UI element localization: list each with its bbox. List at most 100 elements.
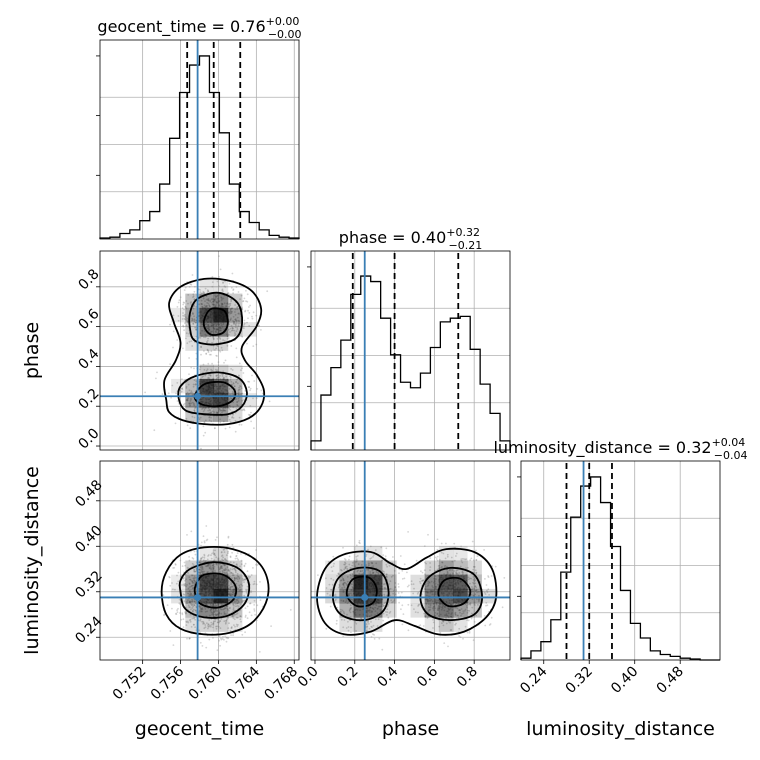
sample-point (471, 606, 474, 609)
sample-point (217, 618, 220, 621)
sample-point (225, 571, 228, 574)
sample-point (182, 325, 185, 328)
sample-point (217, 621, 219, 623)
sample-point (456, 569, 459, 571)
sample-point (193, 600, 196, 603)
sample-point (194, 321, 197, 324)
sample-point (205, 539, 208, 542)
density-cell (410, 574, 425, 590)
sample-point (192, 293, 195, 296)
sample-point (392, 589, 395, 592)
sample-point (229, 304, 232, 307)
sample-point (219, 571, 221, 573)
sample-point (194, 580, 196, 582)
sample-point (167, 392, 170, 395)
sample-point (343, 619, 346, 621)
sample-point (230, 368, 233, 370)
sample-point (175, 612, 177, 615)
sample-point (216, 345, 219, 347)
sample-point (237, 388, 240, 391)
sample-point (238, 374, 240, 377)
sample-point (227, 599, 230, 602)
sample-point (458, 635, 460, 637)
sample-point (218, 255, 220, 257)
sample-point (198, 303, 201, 306)
sample-point (434, 607, 436, 610)
sample-point (229, 375, 231, 378)
sample-point (243, 322, 246, 325)
sample-point (443, 642, 446, 644)
sample-point (468, 631, 471, 634)
sample-point (232, 321, 235, 324)
sample-point (344, 566, 347, 568)
sample-point (161, 393, 164, 395)
sample-point (193, 298, 196, 301)
density-cell (213, 546, 229, 561)
sample-point (343, 612, 346, 615)
sample-point (236, 404, 239, 406)
sample-point (432, 608, 435, 610)
sample-point (231, 384, 234, 386)
sample-point (206, 565, 209, 568)
sample-point (189, 427, 192, 430)
sample-point (238, 577, 241, 580)
sample-point (342, 590, 345, 592)
sample-point (490, 575, 493, 577)
sample-point (433, 581, 435, 584)
sample-point (234, 333, 237, 336)
sample-point (466, 609, 469, 612)
sample-point (382, 619, 385, 622)
sample-point (224, 635, 227, 638)
sample-point (240, 620, 242, 623)
sample-point (483, 549, 485, 551)
density-cell (185, 603, 200, 618)
sample-point (217, 361, 220, 363)
sample-point (216, 536, 218, 539)
sample-point (215, 614, 217, 616)
sample-point (400, 591, 403, 594)
sample-point (243, 581, 245, 583)
sample-point (220, 565, 222, 567)
sample-point (241, 335, 244, 338)
sample-point (355, 630, 357, 632)
sample-point (216, 355, 218, 357)
sample-point (193, 404, 196, 407)
sample-point (446, 573, 448, 575)
sample-point (352, 572, 355, 575)
sample-point (455, 571, 457, 574)
sample-point (441, 622, 443, 624)
sample-point (175, 582, 178, 585)
sample-point (214, 539, 217, 541)
sample-point (212, 303, 215, 306)
sample-point (472, 568, 475, 571)
sample-point (460, 608, 463, 610)
sample-point (237, 580, 240, 583)
sample-point (347, 593, 350, 595)
sample-point (194, 570, 197, 573)
sample-point (232, 589, 234, 591)
sample-point (232, 617, 235, 620)
sample-point (237, 392, 240, 395)
tick-label: 0.32 (72, 568, 105, 601)
sample-point (191, 317, 194, 320)
sample-point (447, 645, 449, 648)
sample-point (342, 635, 345, 637)
sample-point (461, 558, 464, 560)
sample-point (236, 552, 239, 554)
sample-point (230, 583, 233, 585)
sample-point (228, 594, 231, 596)
sample-point (223, 376, 226, 379)
sample-point (361, 570, 364, 572)
sample-point (218, 376, 220, 379)
sample-point (191, 319, 193, 322)
sample-point (172, 644, 175, 646)
sample-point (191, 582, 194, 584)
sample-point (338, 585, 341, 588)
sample-point (205, 525, 208, 527)
sample-point (233, 329, 236, 332)
sample-point (464, 608, 467, 611)
sample-point (207, 623, 210, 626)
sample-point (228, 320, 231, 323)
sample-point (182, 577, 185, 580)
sample-point (209, 608, 212, 611)
